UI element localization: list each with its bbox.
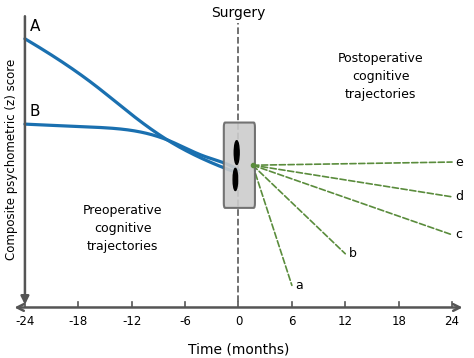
Text: Postoperative
cognitive
trajectories: Postoperative cognitive trajectories [338,52,424,101]
Text: Time (months): Time (months) [188,342,289,356]
Text: b: b [349,247,357,260]
Text: -24: -24 [15,315,35,328]
Text: B: B [29,105,40,119]
Text: 12: 12 [338,315,353,328]
Text: 0: 0 [235,315,242,328]
Text: a: a [295,279,303,292]
Text: A: A [29,19,40,34]
Text: Preoperative
cognitive
trajectories: Preoperative cognitive trajectories [83,204,163,253]
Ellipse shape [234,141,239,164]
Text: d: d [456,190,464,203]
Ellipse shape [233,168,237,190]
Text: -12: -12 [122,315,141,328]
Text: 6: 6 [288,315,296,328]
Text: Composite psychometric (z) score: Composite psychometric (z) score [5,58,18,260]
Text: e: e [456,156,464,169]
Text: 18: 18 [391,315,406,328]
Text: Surgery: Surgery [211,6,265,20]
Text: -18: -18 [69,315,88,328]
Text: 24: 24 [445,315,459,328]
FancyBboxPatch shape [224,122,255,208]
Text: -6: -6 [179,315,191,328]
Text: c: c [456,228,463,241]
